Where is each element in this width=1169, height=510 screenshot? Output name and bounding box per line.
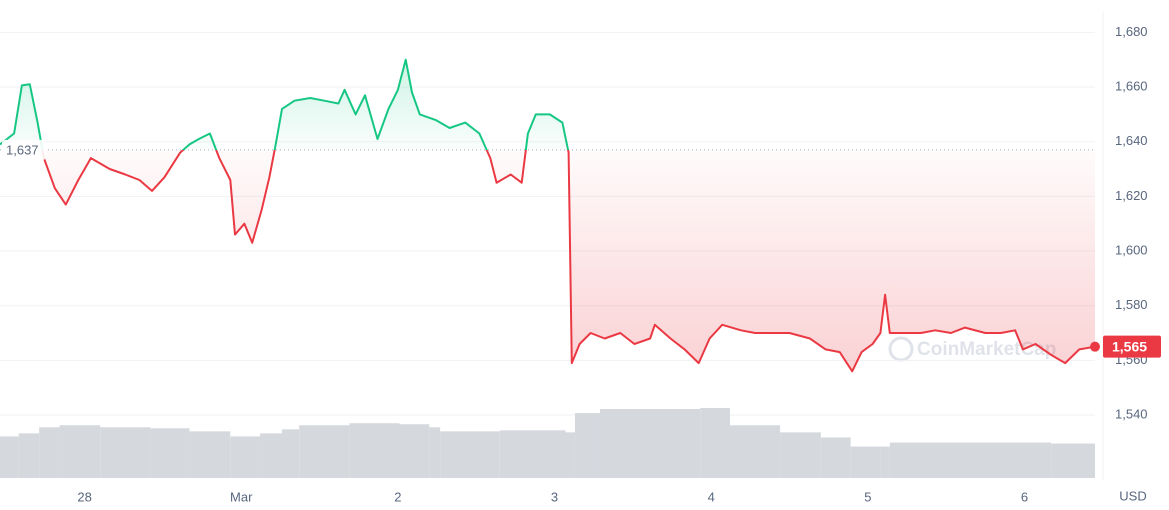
x-tick-label: Mar: [230, 489, 253, 504]
volume-bar: [889, 442, 1002, 478]
volume-bar: [100, 427, 151, 478]
baseline-label: 1,637: [6, 142, 39, 157]
y-tick-label: 1,600: [1115, 242, 1148, 257]
volume-bar: [0, 436, 19, 478]
volume-bar: [820, 437, 851, 478]
last-price-box: [1103, 335, 1161, 358]
volume-bar: [189, 431, 231, 478]
volume-bar: [18, 433, 40, 478]
volume-bar: [429, 427, 441, 478]
volume-bar: [150, 428, 190, 478]
last-price-dot: [1090, 341, 1100, 352]
volume-bar: [499, 430, 566, 478]
watermark-logo: [888, 336, 914, 362]
baseline-label-bg: [2, 139, 46, 160]
volume-bar: [730, 425, 781, 478]
volume-bar: [440, 431, 500, 478]
x-tick-label: 2: [394, 489, 401, 504]
y-tick-label: 1,640: [1115, 133, 1148, 148]
y-tick-label: 1,660: [1115, 78, 1148, 93]
x-tick-label: 6: [1021, 489, 1028, 504]
volume-bar: [281, 429, 300, 478]
last-price-label: 1,565: [1112, 338, 1147, 354]
x-tick-label: 3: [551, 489, 558, 504]
volume-bar: [850, 446, 881, 478]
y-tick-label: 1,680: [1115, 24, 1148, 39]
currency-label: USD: [1119, 488, 1146, 503]
area-fill: [0, 59, 1095, 372]
y-tick-label: 1,620: [1115, 188, 1148, 203]
x-tick-label: 5: [864, 489, 871, 504]
volume-bar: [349, 423, 400, 478]
volume-bar: [1001, 442, 1052, 478]
x-tick-label: 28: [77, 489, 91, 504]
volume-bar: [574, 413, 600, 478]
volume-bar: [565, 432, 575, 478]
volume-bar: [299, 425, 350, 478]
volume-bar: [700, 408, 730, 478]
volume-bar: [39, 427, 60, 478]
volume-bar: [880, 446, 890, 478]
y-tick-label: 1,540: [1115, 406, 1148, 421]
x-tick-label: 4: [708, 489, 715, 504]
volume-bar: [230, 436, 261, 478]
volume-bar: [780, 432, 821, 478]
volume-bar: [599, 409, 701, 478]
price-line: [0, 58, 1096, 373]
volume-bar: [1051, 443, 1095, 478]
volume-bar: [59, 425, 101, 478]
volume-bar: [260, 433, 282, 478]
volume-bar: [399, 424, 430, 478]
y-tick-label: 1,580: [1115, 297, 1148, 312]
